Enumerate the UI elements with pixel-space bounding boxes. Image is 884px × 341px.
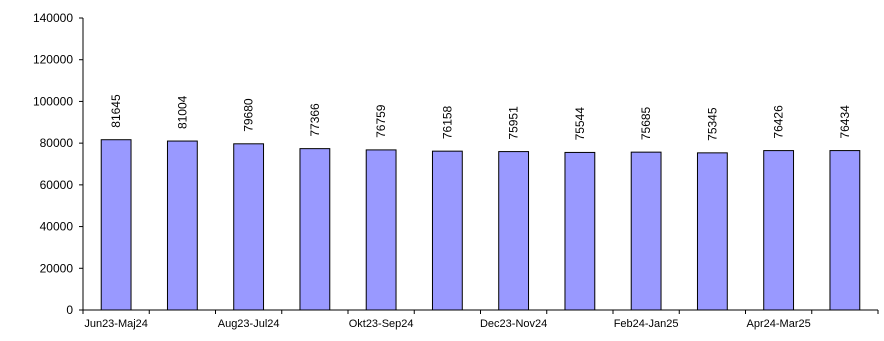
bar <box>166 140 198 311</box>
y-tick-label: 20000 <box>40 261 74 275</box>
bar-value-label: 75345 <box>705 107 719 141</box>
bar <box>365 149 397 311</box>
y-tick-label: 0 <box>66 303 73 317</box>
bar-value-label: 81645 <box>109 94 123 128</box>
data-labels: 81645 81004 79680 77366 76759 76158 75951 75544… <box>109 94 852 141</box>
x-tick-label: Feb24-Jan25 <box>614 318 679 330</box>
y-tick-label: 60000 <box>40 178 74 192</box>
x-axis-ticks: Jun23-Maj24 Aug23-Jul24 Okt23-Sep24 Dec23-N… <box>82 310 879 330</box>
y-tick-label: 120000 <box>33 53 73 67</box>
bar-value-label: 79680 <box>242 98 256 132</box>
bar-value-label: 81004 <box>175 95 189 129</box>
bar-value-label: 75544 <box>573 107 587 141</box>
bar <box>498 151 530 311</box>
bar-value-label: 76759 <box>374 104 388 138</box>
bar-value-label: 76158 <box>440 105 454 139</box>
bar-value-label: 76426 <box>772 105 786 139</box>
bar <box>431 150 463 311</box>
x-tick-label: Aug23-Jul24 <box>218 318 280 330</box>
bar <box>233 143 265 311</box>
y-tick-label: 140000 <box>33 11 73 25</box>
bar <box>829 150 861 311</box>
y-axis-ticks: 0 20000 40000 60000 80000 100000 120000 140000 <box>33 11 83 317</box>
bar <box>299 148 331 311</box>
bar-value-label: 75685 <box>639 106 653 140</box>
x-tick-label: Jun23-Maj24 <box>84 318 148 330</box>
bar <box>696 152 728 311</box>
bar <box>100 139 132 311</box>
bar <box>763 150 795 311</box>
bar-value-label: 76434 <box>838 105 852 139</box>
bar <box>564 151 596 311</box>
bars <box>100 139 861 311</box>
y-tick-label: 80000 <box>40 136 74 150</box>
bar-value-label: 77366 <box>308 103 322 137</box>
y-tick-label: 100000 <box>33 94 73 108</box>
x-tick-label: Apr24-Mar25 <box>747 318 811 330</box>
y-tick-label: 40000 <box>40 220 74 234</box>
x-tick-label: Okt23-Sep24 <box>349 318 414 330</box>
bar <box>630 151 662 311</box>
x-tick-label: Dec23-Nov24 <box>480 318 547 330</box>
bar-value-label: 75951 <box>507 106 521 140</box>
